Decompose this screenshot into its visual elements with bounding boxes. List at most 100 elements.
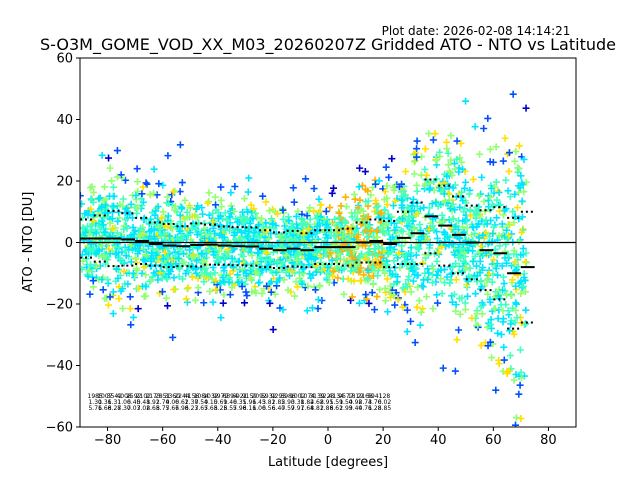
scatter-point (510, 247, 518, 255)
scatter-point (279, 306, 287, 314)
scatter-point (165, 200, 173, 208)
scatter-point (193, 205, 201, 213)
scatter-point (243, 292, 251, 300)
scatter-point (390, 257, 398, 265)
scatter-point (355, 183, 363, 191)
scatter-point (465, 190, 473, 198)
scatter-point (447, 156, 455, 164)
scatter-point (484, 290, 492, 298)
scatter-point (390, 292, 398, 300)
scatter-point (386, 288, 394, 296)
scatter-point (87, 205, 95, 213)
scatter-point (129, 313, 137, 321)
scatter-point (490, 256, 498, 264)
scatter-point (291, 292, 299, 300)
y-axis-label: ATO - NTO [DU] (21, 192, 36, 293)
scatter-point (80, 265, 86, 273)
scatter-point (250, 205, 258, 213)
scatter-point (189, 264, 197, 272)
scatter-point (484, 319, 492, 327)
scatter-point (310, 207, 318, 215)
scatter-point (512, 414, 520, 422)
bin-stat-value: 8.91 (320, 399, 334, 406)
scatter-point (217, 196, 225, 204)
scatter-point (441, 229, 449, 237)
scatter-point (328, 272, 336, 280)
scatter-point (459, 223, 467, 231)
scatter-point (206, 287, 214, 295)
bin-stat-value: 3.81 (262, 399, 276, 406)
scatter-point (494, 271, 502, 279)
scatter-point (458, 188, 466, 196)
scatter-point (80, 251, 86, 259)
scatter-point (413, 303, 421, 311)
scatter-point (304, 282, 312, 290)
scatter-point (143, 180, 151, 188)
scatter-point (194, 284, 202, 292)
scatter-point (315, 195, 323, 203)
scatter-point (512, 421, 520, 427)
scatter-point (340, 290, 348, 298)
scatter-point (103, 256, 111, 264)
scatter-point (330, 267, 338, 275)
scatter-point (193, 230, 201, 238)
scatter-point (81, 210, 89, 218)
scatter-point (205, 189, 213, 197)
scatter-point (197, 240, 205, 248)
scatter-point (100, 196, 108, 204)
bin-stat-value: 3360 (165, 393, 180, 400)
scatter-point (458, 294, 466, 302)
scatter-point (186, 204, 194, 212)
scatter-point (360, 237, 368, 245)
scatter-point (455, 254, 463, 262)
scatter-point (272, 268, 280, 276)
scatter-point (259, 223, 267, 231)
scatter-point (198, 250, 206, 258)
scatter-point (359, 207, 367, 215)
scatter-point (500, 280, 508, 288)
bin-stat-value: 7.03 (127, 405, 141, 412)
scatter-point (425, 269, 433, 277)
scatter-point (438, 289, 446, 297)
scatter-point (461, 306, 469, 314)
scatter-point (448, 171, 456, 179)
scatter-point (176, 218, 184, 226)
scatter-point (157, 214, 165, 222)
scatter-point (292, 212, 300, 220)
scatter-point (117, 171, 125, 179)
x-axis-ticks: −80 −60 −40 −20 0 20 40 60 80 (94, 427, 557, 448)
scatter-point (347, 267, 355, 275)
scatter-point (356, 164, 364, 172)
scatter-point (100, 228, 108, 236)
scatter-point (494, 315, 502, 323)
scatter-point (436, 152, 444, 160)
bin-stat-value: 2851 (155, 393, 170, 400)
scatter-point (234, 271, 242, 279)
scatter-point (462, 263, 470, 271)
bin-stat-value: 8.28 (108, 405, 122, 412)
bin-stat-value: 1.30 (88, 399, 102, 406)
scatter-point (505, 149, 513, 157)
scatter-point (409, 199, 417, 207)
scatter-point (352, 230, 360, 238)
scatter-point (483, 276, 491, 284)
scatter-point (518, 213, 526, 221)
scatter-point (433, 257, 441, 265)
scatter-point (509, 208, 517, 216)
scatter-point (495, 188, 503, 196)
scatter-point (456, 203, 464, 211)
scatter-point (259, 192, 267, 200)
scatter-point (247, 201, 255, 209)
scatter-point (520, 274, 528, 282)
bin-stat-value: 2102 (136, 393, 151, 400)
scatter-point (89, 283, 97, 291)
scatter-point (347, 296, 355, 304)
scatter-point (434, 299, 442, 307)
scatter-point (418, 259, 426, 267)
scatter-point (241, 227, 249, 235)
scatter-point (126, 293, 134, 301)
scatter-point (122, 216, 130, 224)
bin-stat-value: 7.02 (137, 405, 151, 412)
scatter-point (288, 268, 296, 276)
scatter-point (499, 211, 507, 219)
